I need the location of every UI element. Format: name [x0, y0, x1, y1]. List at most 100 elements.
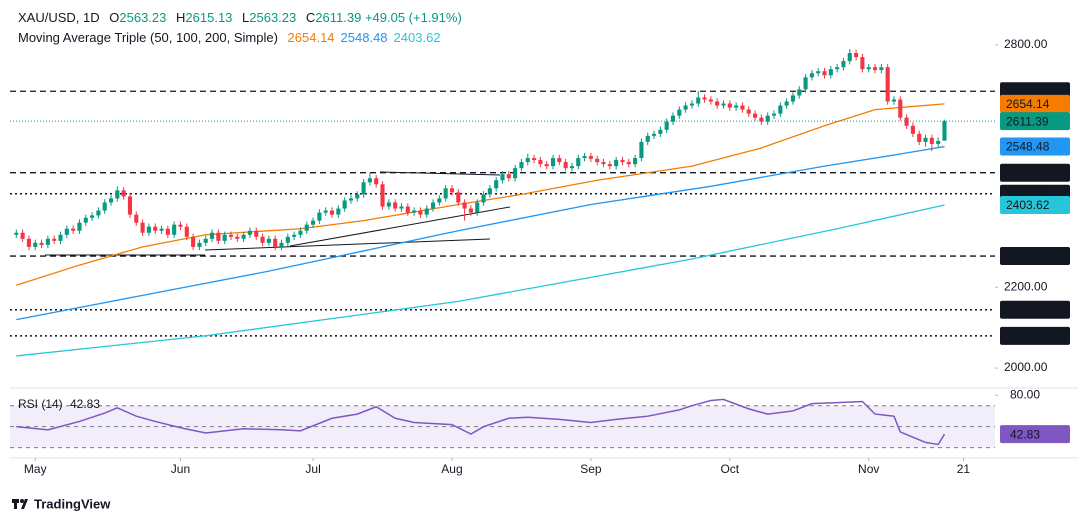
moving-average [16, 204, 945, 357]
candle-body [317, 212, 322, 221]
indicator-values: 2654.14 2548.48 2403.62 [282, 30, 441, 45]
candle-body [569, 166, 575, 169]
candle-body [96, 210, 101, 216]
symbol: XAU/USD, 1D [18, 10, 100, 25]
candle-body [412, 210, 417, 213]
candle-body [127, 196, 133, 215]
price-label-box [1000, 112, 1070, 131]
candle-body [260, 236, 265, 243]
candle-body [696, 97, 701, 104]
candle-body [64, 228, 69, 235]
candle-body [380, 184, 385, 207]
candle-body [102, 202, 107, 211]
candle-body [203, 238, 208, 243]
candle-body [456, 192, 461, 203]
candle-body [266, 238, 271, 243]
brand-name: TradingView [34, 496, 111, 511]
candle-body [475, 202, 480, 213]
rsi-label-box [1000, 425, 1070, 444]
candle-body [841, 61, 846, 68]
candle-body [771, 113, 777, 116]
candle-body [872, 67, 878, 71]
candle-body [942, 121, 947, 141]
candle-body [727, 103, 732, 108]
candle-body [374, 178, 379, 185]
candle-body [235, 236, 240, 239]
candle-body [292, 234, 297, 237]
candle-body [468, 208, 473, 213]
candle-body [298, 230, 303, 235]
candle-body [418, 210, 423, 215]
candle-body [936, 140, 941, 144]
candle-body [45, 238, 50, 245]
candle-body [765, 115, 770, 122]
candle-body [506, 174, 511, 179]
ohlc-key: C [305, 10, 316, 25]
x-tick-label: Jul [305, 462, 320, 476]
candle-body [550, 158, 556, 167]
candle-body [191, 236, 196, 247]
trendline [204, 238, 491, 251]
price-label-box [1000, 196, 1070, 215]
candle-body [708, 99, 713, 102]
candle-body [879, 67, 884, 71]
x-tick-label: Jun [171, 462, 190, 476]
x-tick-label: Oct [720, 462, 739, 476]
candle-body [816, 71, 821, 74]
candle-body [689, 103, 694, 106]
candle-body [759, 117, 764, 122]
candle-body [753, 113, 758, 118]
candle-body [159, 228, 164, 231]
y-tick-label: 2000.00 [1004, 360, 1048, 374]
change: +49.05 (+1.91%) [364, 10, 462, 25]
candle-body [639, 141, 644, 159]
rsi-label: 42.83 [1010, 427, 1040, 441]
ohlc-value: 2615.13 [185, 10, 233, 25]
candle-body [20, 232, 25, 239]
candle-body [304, 224, 309, 231]
candle-body [26, 238, 31, 247]
candle-body [721, 103, 726, 106]
brand-logo [12, 499, 28, 509]
candle-body [683, 105, 688, 110]
candle-body [582, 156, 587, 159]
candle-body [462, 202, 467, 209]
price-label-box [1000, 326, 1070, 345]
indicator-value: 2548.48 [340, 30, 388, 45]
candle-body [329, 210, 335, 215]
candle-body [866, 67, 871, 70]
legend-header: XAU/USD, 1D O2563.23 H2615.13 L2563.23 C… [18, 8, 462, 48]
candle-body [620, 160, 625, 163]
price-label: 2611.39 [1006, 114, 1049, 128]
candle-body [83, 217, 88, 223]
candle-body [917, 133, 922, 142]
candle-body [399, 206, 404, 209]
candle-body [544, 164, 549, 167]
candle-body [355, 194, 360, 199]
candle-body [645, 135, 650, 142]
price-label: 2483.75 [1006, 166, 1050, 180]
y-tick-label: 2800.00 [1004, 37, 1048, 51]
candle-body [33, 242, 38, 247]
ohlc-key: O [109, 10, 120, 25]
candle-body [797, 89, 802, 96]
ohlc-value: 2563.23 [249, 10, 297, 25]
candle-body [146, 226, 151, 233]
rsi-title: RSI (14) [18, 397, 63, 411]
candle-body [670, 115, 676, 122]
candle-body [342, 200, 347, 209]
x-tick-label: Aug [441, 462, 462, 476]
candle-body [71, 228, 76, 231]
candle-body [285, 236, 290, 243]
candle-body [778, 105, 783, 114]
candle-body [734, 105, 739, 108]
candle-body [209, 232, 215, 239]
candle-body [487, 188, 492, 195]
rsi-line [16, 398, 946, 446]
candle-body [633, 158, 638, 165]
candle-body [910, 125, 915, 134]
candle-body [481, 194, 486, 203]
indicator-value: 2654.14 [287, 30, 335, 45]
